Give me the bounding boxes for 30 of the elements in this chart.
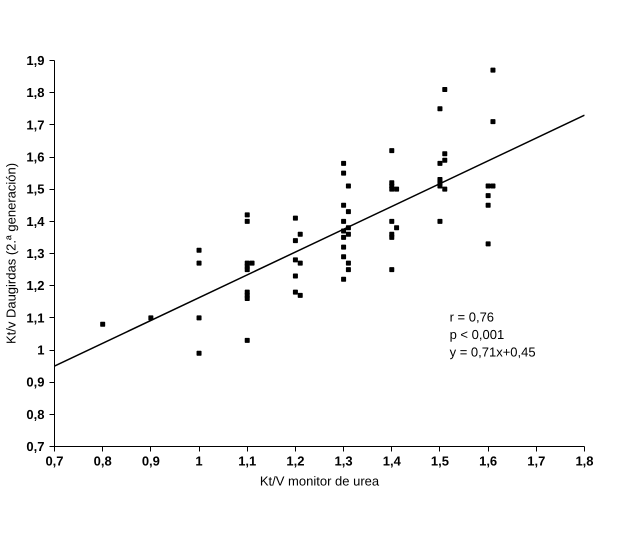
y-tick-label: 1,6	[26, 150, 45, 164]
x-tick-label: 1,8	[575, 454, 594, 468]
y-tick-label: 1,3	[26, 246, 45, 261]
y-tick-label: 1,9	[26, 53, 45, 68]
y-tick-label: 1,4	[26, 214, 46, 229]
y-tick-label: 1,2	[26, 278, 45, 294]
y-tick-label: 1,1	[26, 310, 45, 326]
annotation: p < 0,001	[450, 326, 504, 342]
y-tick-label: 1,8	[26, 85, 45, 100]
annotation: r = 0,76	[450, 309, 494, 324]
y-tick-label: 0,9	[26, 374, 45, 390]
x-tick-label: 0,8	[94, 454, 112, 468]
y-tick-label: 1,7	[26, 117, 45, 132]
x-tick-label: 1,7	[527, 454, 546, 468]
x-tick-label: 1	[195, 454, 203, 468]
x-tick-label: 1,4	[382, 454, 402, 468]
y-axis-title: Kt/v Daugirdas (2.ª generación)	[3, 162, 18, 344]
x-tick-label: 1,5	[430, 454, 449, 468]
x-tick-label: 1,1	[238, 454, 256, 468]
x-tick-label: 1,3	[334, 454, 353, 468]
x-tick-label: 0,7	[45, 454, 64, 468]
y-tick-label: 1,5	[26, 182, 45, 197]
x-tick-label: 1,2	[286, 454, 304, 468]
y-tick-label: 0,8	[26, 406, 45, 422]
x-tick-label: 1,6	[479, 454, 498, 468]
y-tick-label: 0,7	[26, 439, 45, 454]
annotation: y = 0,71x+0,45	[450, 344, 536, 360]
x-tick-label: 0,9	[142, 454, 160, 468]
y-tick-label: 1	[37, 342, 45, 358]
x-axis-title: Kt/V monitor de urea	[260, 474, 380, 488]
